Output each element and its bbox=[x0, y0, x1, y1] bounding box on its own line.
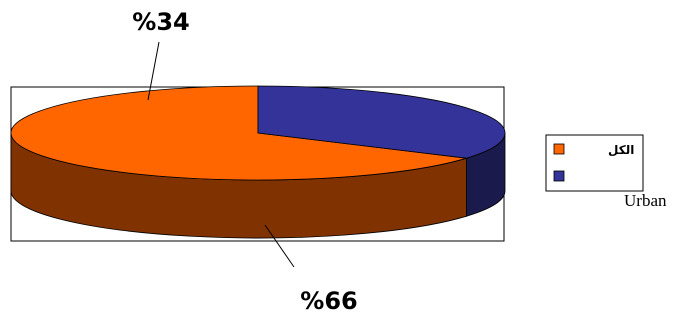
legend-label-1: الكل bbox=[608, 143, 634, 157]
urban-label: Urban bbox=[624, 191, 667, 210]
pie-slice-2 bbox=[257, 85, 506, 159]
legend-swatch-1 bbox=[553, 143, 565, 155]
data-label-slice-2: %34 bbox=[132, 8, 189, 36]
data-label-slice-1: %66 bbox=[300, 287, 357, 315]
pie-slice-1 bbox=[10, 85, 467, 181]
legend-swatch-2 bbox=[553, 170, 565, 182]
pie-group bbox=[10, 85, 506, 239]
leader-line-slice-2 bbox=[147, 41, 160, 101]
leader-line-slice-1 bbox=[264, 224, 295, 268]
